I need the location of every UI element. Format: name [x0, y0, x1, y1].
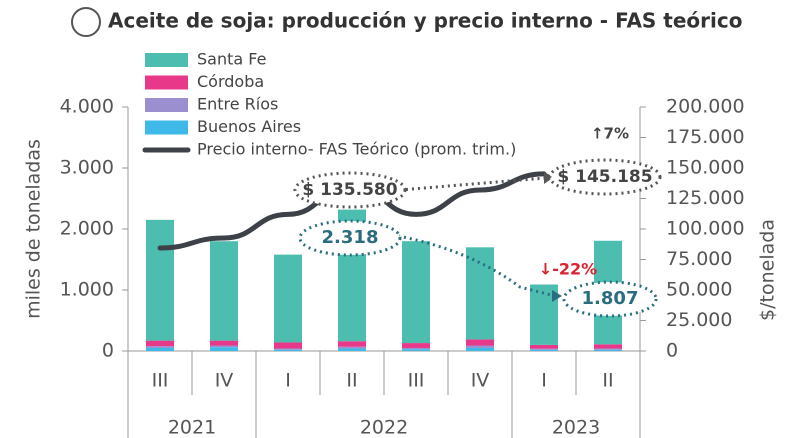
y2-axis-label: $/tonelada — [757, 219, 779, 321]
y2-tick-label: 150.000 — [666, 157, 745, 179]
x-tick-label: IV — [215, 370, 234, 392]
legend-label: Buenos Aires — [197, 117, 301, 136]
legend-swatch — [145, 98, 188, 112]
y-tick-label: 1.000 — [60, 279, 114, 301]
y-axis-label: miles de toneladas — [23, 139, 45, 319]
x-tick-label: I — [285, 370, 291, 392]
bar — [594, 349, 622, 351]
y-tick-label: 4.000 — [60, 96, 114, 118]
bar — [402, 343, 430, 348]
total-label: 1.807 — [582, 288, 639, 309]
bar — [402, 349, 430, 351]
total-label: 2.318 — [322, 227, 379, 248]
bar — [274, 348, 302, 350]
bar — [594, 348, 622, 350]
bar — [274, 342, 302, 349]
callout-arrow — [397, 234, 556, 298]
x-tick-label: II — [602, 370, 613, 392]
callout-ellipse — [562, 280, 658, 318]
bar — [274, 349, 302, 351]
bar — [594, 344, 622, 349]
y-tick-label: 0 — [102, 340, 114, 362]
bar — [146, 219, 174, 341]
y2-tick-label: 0 — [666, 340, 678, 362]
bar — [466, 339, 494, 346]
bar — [210, 340, 238, 346]
bar — [274, 254, 302, 343]
bar — [210, 347, 238, 351]
legend-label: Precio interno- FAS Teórico (prom. trim.… — [197, 140, 516, 159]
bar — [466, 345, 494, 348]
x-tick-label: III — [408, 370, 425, 392]
callout-ellipse — [298, 219, 402, 257]
x-tick-label: III — [152, 370, 169, 392]
y2-tick-label: 125.000 — [666, 187, 745, 209]
legend-label: Santa Fe — [197, 50, 266, 69]
y2-tick-label: 200.000 — [666, 96, 745, 118]
bar — [338, 348, 366, 351]
y2-tick-label: 100.000 — [666, 218, 745, 240]
bar — [402, 347, 430, 350]
bar — [402, 241, 430, 344]
callout-arrow — [399, 176, 546, 192]
callout-ellipse — [548, 158, 662, 196]
bar — [146, 346, 174, 348]
change-label: ↓-22% — [539, 260, 597, 279]
bar — [210, 241, 238, 341]
y-tick-label: 2.000 — [60, 218, 114, 240]
legend-swatch — [145, 75, 188, 90]
bar — [530, 348, 558, 350]
x-tick-label: I — [541, 370, 547, 392]
bar — [466, 347, 494, 351]
x-tick-label: II — [346, 370, 357, 392]
change-label: ↑7% — [591, 125, 629, 143]
year-label: 2023 — [552, 417, 600, 438]
bar — [530, 349, 558, 351]
price-label: $ 145.185 — [557, 167, 652, 187]
bar — [338, 341, 366, 347]
title-icon — [71, 7, 101, 37]
bar — [146, 347, 174, 351]
arrow-head — [552, 290, 562, 302]
chart-title: Aceite de soja: producción y precio inte… — [108, 9, 742, 33]
bar — [210, 345, 238, 348]
bar — [338, 346, 366, 349]
price-label: $ 135.580 — [302, 180, 397, 200]
callout-ellipse — [293, 171, 407, 209]
legend-label: Entre Ríos — [197, 95, 278, 114]
legend-label: Córdoba — [197, 72, 264, 91]
legend-swatch — [145, 120, 188, 135]
y2-tick-label: 175.000 — [666, 126, 745, 148]
year-label: 2022 — [360, 417, 408, 438]
x-tick-label: IV — [471, 370, 490, 392]
bar — [466, 247, 494, 340]
year-label: 2021 — [168, 417, 216, 438]
y2-tick-label: 75.000 — [666, 248, 732, 270]
y2-tick-label: 50.000 — [666, 279, 732, 301]
bar — [146, 340, 174, 347]
bar — [530, 344, 558, 349]
y2-tick-label: 25.000 — [666, 309, 732, 331]
y-tick-label: 3.000 — [60, 157, 114, 179]
legend-swatch — [145, 53, 188, 67]
